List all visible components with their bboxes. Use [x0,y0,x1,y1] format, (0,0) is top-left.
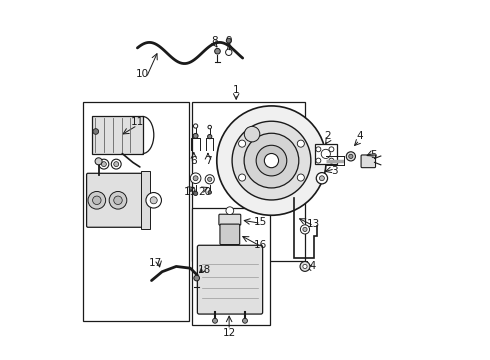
Circle shape [194,275,199,281]
Circle shape [225,49,232,55]
Circle shape [232,121,311,200]
Circle shape [208,190,212,194]
Circle shape [329,158,334,163]
Circle shape [346,152,355,161]
FancyBboxPatch shape [219,214,241,225]
Circle shape [208,125,212,129]
Circle shape [208,177,212,181]
Circle shape [208,135,212,139]
Circle shape [243,318,247,323]
Text: 3: 3 [332,166,338,176]
Bar [92,117,143,154]
Circle shape [190,173,201,184]
Circle shape [194,124,198,128]
Circle shape [303,227,307,231]
Circle shape [111,159,121,169]
Circle shape [95,158,102,165]
Circle shape [146,193,162,208]
Text: 11: 11 [131,117,144,127]
Circle shape [239,174,245,181]
Text: 16: 16 [254,240,268,250]
Circle shape [101,162,106,167]
FancyBboxPatch shape [87,173,145,227]
Circle shape [217,106,326,215]
Text: 1: 1 [233,85,240,95]
Circle shape [264,153,279,168]
Circle shape [109,192,127,209]
Circle shape [99,159,109,169]
Circle shape [114,162,119,167]
Text: 5: 5 [370,150,377,160]
Bar [192,208,270,325]
Circle shape [193,134,198,138]
Circle shape [215,48,220,54]
Circle shape [150,197,157,204]
Circle shape [297,174,304,181]
Circle shape [297,140,304,147]
Circle shape [213,318,218,323]
Circle shape [256,145,287,176]
Circle shape [321,149,330,158]
Text: 10: 10 [136,69,149,79]
Circle shape [316,147,321,152]
Circle shape [245,126,260,142]
Text: 12: 12 [222,328,236,338]
Circle shape [93,129,98,134]
FancyBboxPatch shape [197,245,263,314]
Circle shape [300,261,310,271]
Circle shape [205,175,214,184]
Circle shape [226,207,234,215]
Bar [83,102,189,321]
Bar [141,171,150,229]
Text: 17: 17 [148,258,162,268]
Text: 19: 19 [184,187,197,197]
Circle shape [349,154,353,158]
Circle shape [316,158,321,163]
Circle shape [244,133,299,188]
Text: 14: 14 [304,261,317,271]
Text: 4: 4 [356,131,363,141]
Bar [192,102,305,261]
Circle shape [300,225,310,234]
Text: 9: 9 [226,36,232,46]
Circle shape [303,264,307,269]
Circle shape [194,191,198,195]
Text: 8: 8 [212,36,219,46]
Circle shape [226,38,231,43]
FancyBboxPatch shape [361,155,375,168]
Circle shape [93,196,101,204]
Text: 20: 20 [198,187,211,197]
Circle shape [114,196,122,204]
Circle shape [316,172,327,184]
Bar [315,144,337,164]
Text: 15: 15 [254,217,268,227]
Circle shape [88,192,106,209]
Text: 13: 13 [307,219,320,229]
Circle shape [239,140,245,147]
Text: 18: 18 [198,265,211,275]
Circle shape [193,176,198,181]
Text: 6: 6 [191,156,197,166]
Text: 2: 2 [324,131,331,141]
FancyBboxPatch shape [220,224,240,244]
Circle shape [329,147,334,152]
Text: 7: 7 [205,156,211,166]
Circle shape [319,176,324,181]
